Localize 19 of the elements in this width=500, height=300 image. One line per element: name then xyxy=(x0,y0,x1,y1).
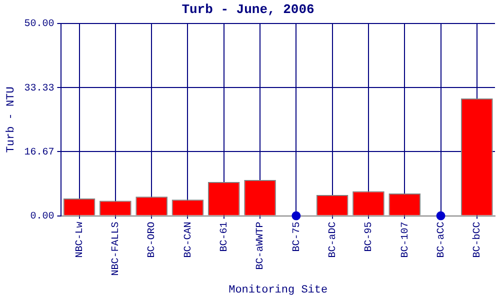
x-tick-label: BC-107 xyxy=(400,222,412,258)
y-tick-label: 0.00 xyxy=(30,211,54,222)
y-tick-label: 33.33 xyxy=(24,83,54,94)
x-tick-label: BC-aCC xyxy=(436,222,448,258)
x-tick-label: BC-bCC xyxy=(472,222,484,258)
x-tick-label: NBC-Lw xyxy=(74,222,86,258)
y-tick-label: 50.00 xyxy=(24,19,54,30)
x-tick-label: BC-61 xyxy=(220,222,231,252)
x-tick-label: BC-75 xyxy=(292,222,303,252)
x-tick-label: BC-95 xyxy=(364,222,376,252)
x-axis-title: Monitoring Site xyxy=(228,284,328,296)
x-tick-label: NBC-FALLS xyxy=(111,222,122,276)
chart-title: Turb - June, 2006 xyxy=(182,2,315,18)
x-tick-label: BC-aDC xyxy=(328,222,339,258)
y-tick-label: 16.67 xyxy=(24,147,54,158)
y-axis-title: Turb - NTU xyxy=(6,86,18,153)
x-tick-label: BC-aWWTP xyxy=(256,222,267,270)
x-tick-label: BC-ORO xyxy=(147,222,158,258)
x-tick-label: BC-CAN xyxy=(183,222,194,258)
